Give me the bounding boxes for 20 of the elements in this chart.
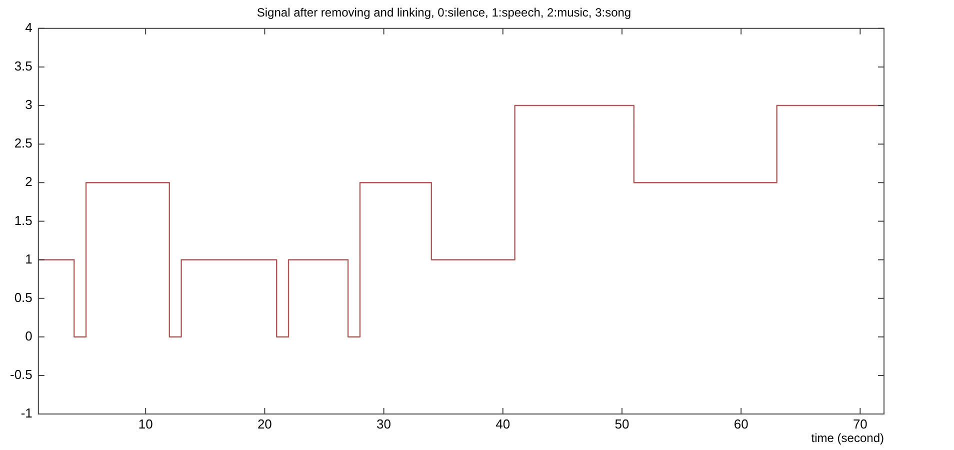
x-tick-label: 10: [138, 416, 153, 432]
y-tick-label: 2.5: [14, 136, 32, 151]
x-tick-label: 50: [614, 416, 630, 432]
y-tick-label: 2: [25, 174, 32, 190]
x-tick-label: 70: [852, 416, 868, 432]
x-tick-label: 20: [257, 416, 272, 432]
y-tick-label: 4: [25, 20, 32, 35]
chart-title: Signal after removing and linking, 0:silence, 1:speech, 2:music, 3:song: [256, 6, 632, 20]
y-tick-label: 0: [25, 328, 32, 344]
x-axis-title: time (second): [811, 431, 884, 446]
x-tick-label: 30: [376, 416, 392, 432]
y-tick-label: 1.5: [14, 212, 32, 228]
y-tick-label: -0.5: [10, 367, 32, 382]
y-tick-label: 3.5: [14, 58, 32, 74]
y-tick-label: 3: [25, 97, 32, 112]
x-tick-label: 60: [734, 416, 748, 432]
y-tick-label: 1: [25, 251, 32, 266]
y-tick-label: 0.5: [14, 290, 32, 305]
x-tick-label: 40: [496, 416, 510, 432]
y-tick-label: -1: [20, 406, 32, 421]
